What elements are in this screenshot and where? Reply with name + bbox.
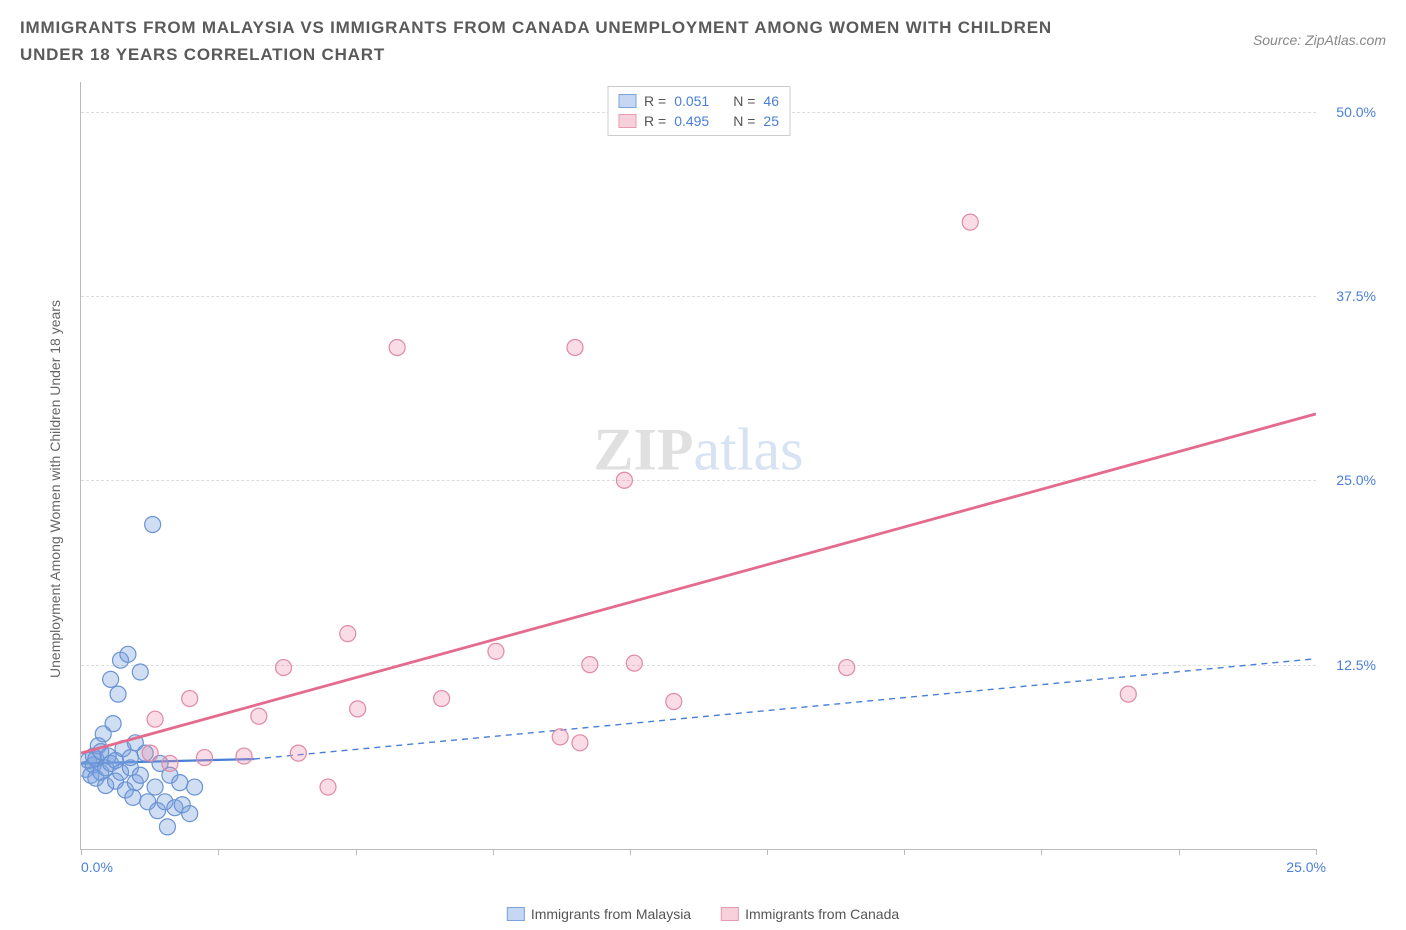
data-point [552,729,568,745]
data-point [626,655,642,671]
x-tick-label: 0.0% [81,859,113,875]
chart-container: Unemployment Among Women with Children U… [45,82,1316,880]
legend-swatch-malaysia [618,94,636,108]
x-tick [1179,849,1180,855]
data-point [350,701,366,717]
x-tick [630,849,631,855]
data-point [159,819,175,835]
data-point [666,694,682,710]
data-point [162,755,178,771]
data-point [616,472,632,488]
r-value-malaysia: 0.051 [674,93,709,109]
data-point [236,748,252,764]
data-point [182,806,198,822]
trend-line-dashed [254,659,1316,759]
data-point [572,735,588,751]
source-label: Source: ZipAtlas.com [1253,32,1386,48]
n-label: N = [733,93,755,109]
y-axis-label: Unemployment Among Women with Children U… [47,300,63,678]
y-tick-label: 25.0% [1336,472,1376,488]
legend-swatch-canada-icon [721,907,739,921]
legend-swatch-canada [618,114,636,128]
data-point [122,750,138,766]
chart-title: IMMIGRANTS FROM MALAYSIA VS IMMIGRANTS F… [20,14,1120,68]
plot-svg [81,82,1316,849]
data-point [582,657,598,673]
legend-series: Immigrants from Malaysia Immigrants from… [507,906,899,922]
data-point [488,643,504,659]
x-tick [1316,849,1317,855]
plot-area: ZIPatlas R = 0.051 N = 46 R = 0.495 N = … [80,82,1316,850]
legend-swatch-malaysia-icon [507,907,525,921]
n-value-canada: 25 [763,113,779,129]
n-label: N = [733,113,755,129]
data-point [434,691,450,707]
data-point [320,779,336,795]
legend-label-malaysia: Immigrants from Malaysia [531,906,691,922]
data-point [125,789,141,805]
legend-label-canada: Immigrants from Canada [745,906,899,922]
data-point [132,767,148,783]
x-tick [81,849,82,855]
legend-stats: R = 0.051 N = 46 R = 0.495 N = 25 [607,86,790,136]
y-tick-label: 12.5% [1336,657,1376,673]
data-point [132,664,148,680]
data-point [290,745,306,761]
data-point [187,779,203,795]
x-tick [767,849,768,855]
legend-item-canada: Immigrants from Canada [721,906,899,922]
r-label: R = [644,93,666,109]
y-tick-label: 50.0% [1336,104,1376,120]
data-point [962,214,978,230]
data-point [197,750,213,766]
x-tick [493,849,494,855]
data-point [147,711,163,727]
x-tick [356,849,357,855]
data-point [110,686,126,702]
data-point [567,340,583,356]
y-tick-label: 37.5% [1336,288,1376,304]
r-value-canada: 0.495 [674,113,709,129]
data-point [340,626,356,642]
data-point [1120,686,1136,702]
data-point [147,779,163,795]
data-point [120,646,136,662]
x-tick [218,849,219,855]
x-tick [1041,849,1042,855]
r-label: R = [644,113,666,129]
data-point [103,671,119,687]
data-point [251,708,267,724]
data-point [182,691,198,707]
data-point [276,660,292,676]
n-value-malaysia: 46 [763,93,779,109]
data-point [172,775,188,791]
data-point [105,716,121,732]
data-point [389,340,405,356]
data-point [145,517,161,533]
legend-stats-row-0: R = 0.051 N = 46 [618,91,779,111]
legend-item-malaysia: Immigrants from Malaysia [507,906,691,922]
data-point [839,660,855,676]
legend-stats-row-1: R = 0.495 N = 25 [618,111,779,131]
x-tick [904,849,905,855]
data-point [142,745,158,761]
x-tick-label: 25.0% [1286,859,1326,875]
